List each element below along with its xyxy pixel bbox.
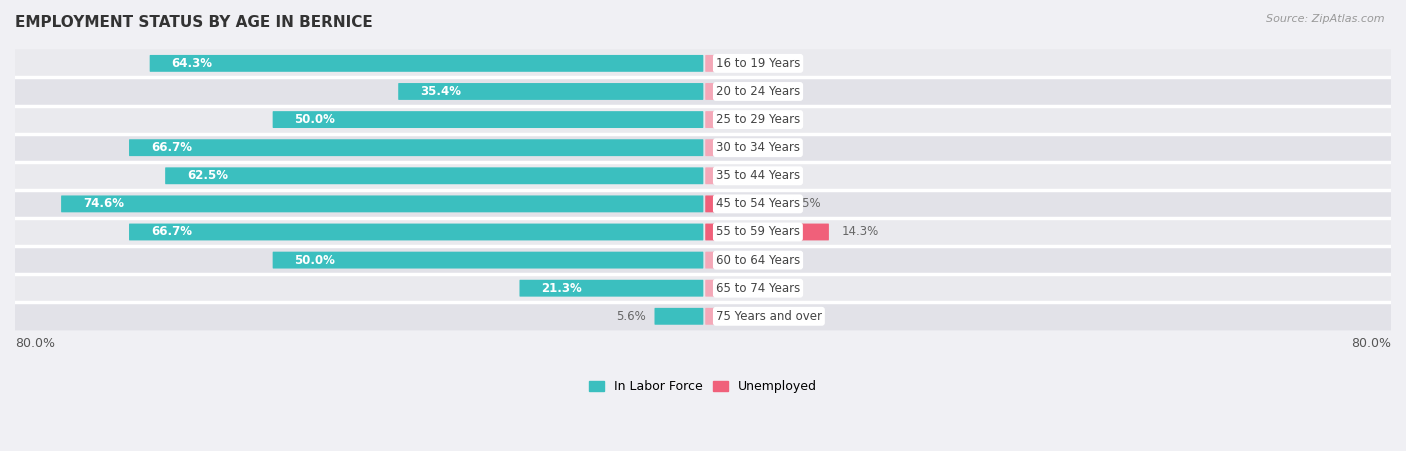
- Text: 0.0%: 0.0%: [744, 169, 773, 182]
- FancyBboxPatch shape: [706, 280, 731, 297]
- Text: 35.4%: 35.4%: [420, 85, 461, 98]
- Text: 66.7%: 66.7%: [150, 141, 191, 154]
- FancyBboxPatch shape: [706, 224, 830, 240]
- FancyBboxPatch shape: [706, 83, 731, 100]
- Text: 66.7%: 66.7%: [150, 226, 191, 239]
- Text: 16 to 19 Years: 16 to 19 Years: [716, 57, 800, 70]
- FancyBboxPatch shape: [655, 308, 703, 325]
- Text: 75 Years and over: 75 Years and over: [716, 310, 823, 323]
- Text: 0.0%: 0.0%: [744, 310, 773, 323]
- Text: 5.6%: 5.6%: [616, 310, 647, 323]
- Text: Source: ZipAtlas.com: Source: ZipAtlas.com: [1267, 14, 1385, 23]
- Text: 35 to 44 Years: 35 to 44 Years: [716, 169, 800, 182]
- Text: 64.3%: 64.3%: [172, 57, 212, 70]
- Text: 0.0%: 0.0%: [744, 113, 773, 126]
- FancyBboxPatch shape: [273, 111, 703, 128]
- Text: 20 to 24 Years: 20 to 24 Years: [716, 85, 800, 98]
- FancyBboxPatch shape: [15, 246, 1391, 274]
- Legend: In Labor Force, Unemployed: In Labor Force, Unemployed: [583, 375, 823, 398]
- FancyBboxPatch shape: [273, 252, 703, 268]
- Text: 50.0%: 50.0%: [294, 113, 336, 126]
- FancyBboxPatch shape: [15, 302, 1391, 331]
- Text: EMPLOYMENT STATUS BY AGE IN BERNICE: EMPLOYMENT STATUS BY AGE IN BERNICE: [15, 15, 373, 30]
- Text: 60 to 64 Years: 60 to 64 Years: [716, 253, 800, 267]
- FancyBboxPatch shape: [15, 133, 1391, 162]
- Text: 0.0%: 0.0%: [744, 85, 773, 98]
- Text: 55 to 59 Years: 55 to 59 Years: [716, 226, 800, 239]
- Text: 25 to 29 Years: 25 to 29 Years: [716, 113, 800, 126]
- FancyBboxPatch shape: [15, 49, 1391, 78]
- FancyBboxPatch shape: [15, 106, 1391, 133]
- FancyBboxPatch shape: [398, 83, 703, 100]
- FancyBboxPatch shape: [15, 190, 1391, 218]
- FancyBboxPatch shape: [706, 139, 731, 156]
- FancyBboxPatch shape: [129, 139, 703, 156]
- FancyBboxPatch shape: [60, 195, 703, 212]
- Text: 65 to 74 Years: 65 to 74 Years: [716, 282, 800, 295]
- Text: 80.0%: 80.0%: [1351, 337, 1391, 350]
- FancyBboxPatch shape: [706, 195, 779, 212]
- Text: 0.0%: 0.0%: [744, 253, 773, 267]
- Text: 45 to 54 Years: 45 to 54 Years: [716, 198, 800, 211]
- Text: 30 to 34 Years: 30 to 34 Years: [716, 141, 800, 154]
- Text: 74.6%: 74.6%: [83, 198, 124, 211]
- FancyBboxPatch shape: [15, 218, 1391, 246]
- Text: 14.3%: 14.3%: [841, 226, 879, 239]
- FancyBboxPatch shape: [706, 308, 731, 325]
- Text: 80.0%: 80.0%: [15, 337, 55, 350]
- FancyBboxPatch shape: [706, 55, 731, 72]
- FancyBboxPatch shape: [129, 224, 703, 240]
- FancyBboxPatch shape: [706, 252, 731, 268]
- FancyBboxPatch shape: [15, 78, 1391, 106]
- FancyBboxPatch shape: [149, 55, 703, 72]
- FancyBboxPatch shape: [706, 167, 731, 184]
- FancyBboxPatch shape: [706, 111, 731, 128]
- FancyBboxPatch shape: [15, 162, 1391, 190]
- Text: 0.0%: 0.0%: [744, 57, 773, 70]
- Text: 8.5%: 8.5%: [792, 198, 821, 211]
- Text: 50.0%: 50.0%: [294, 253, 336, 267]
- Text: 21.3%: 21.3%: [541, 282, 582, 295]
- Text: 0.0%: 0.0%: [744, 282, 773, 295]
- FancyBboxPatch shape: [15, 274, 1391, 302]
- FancyBboxPatch shape: [165, 167, 703, 184]
- Text: 0.0%: 0.0%: [744, 141, 773, 154]
- Text: 62.5%: 62.5%: [187, 169, 228, 182]
- FancyBboxPatch shape: [519, 280, 703, 297]
